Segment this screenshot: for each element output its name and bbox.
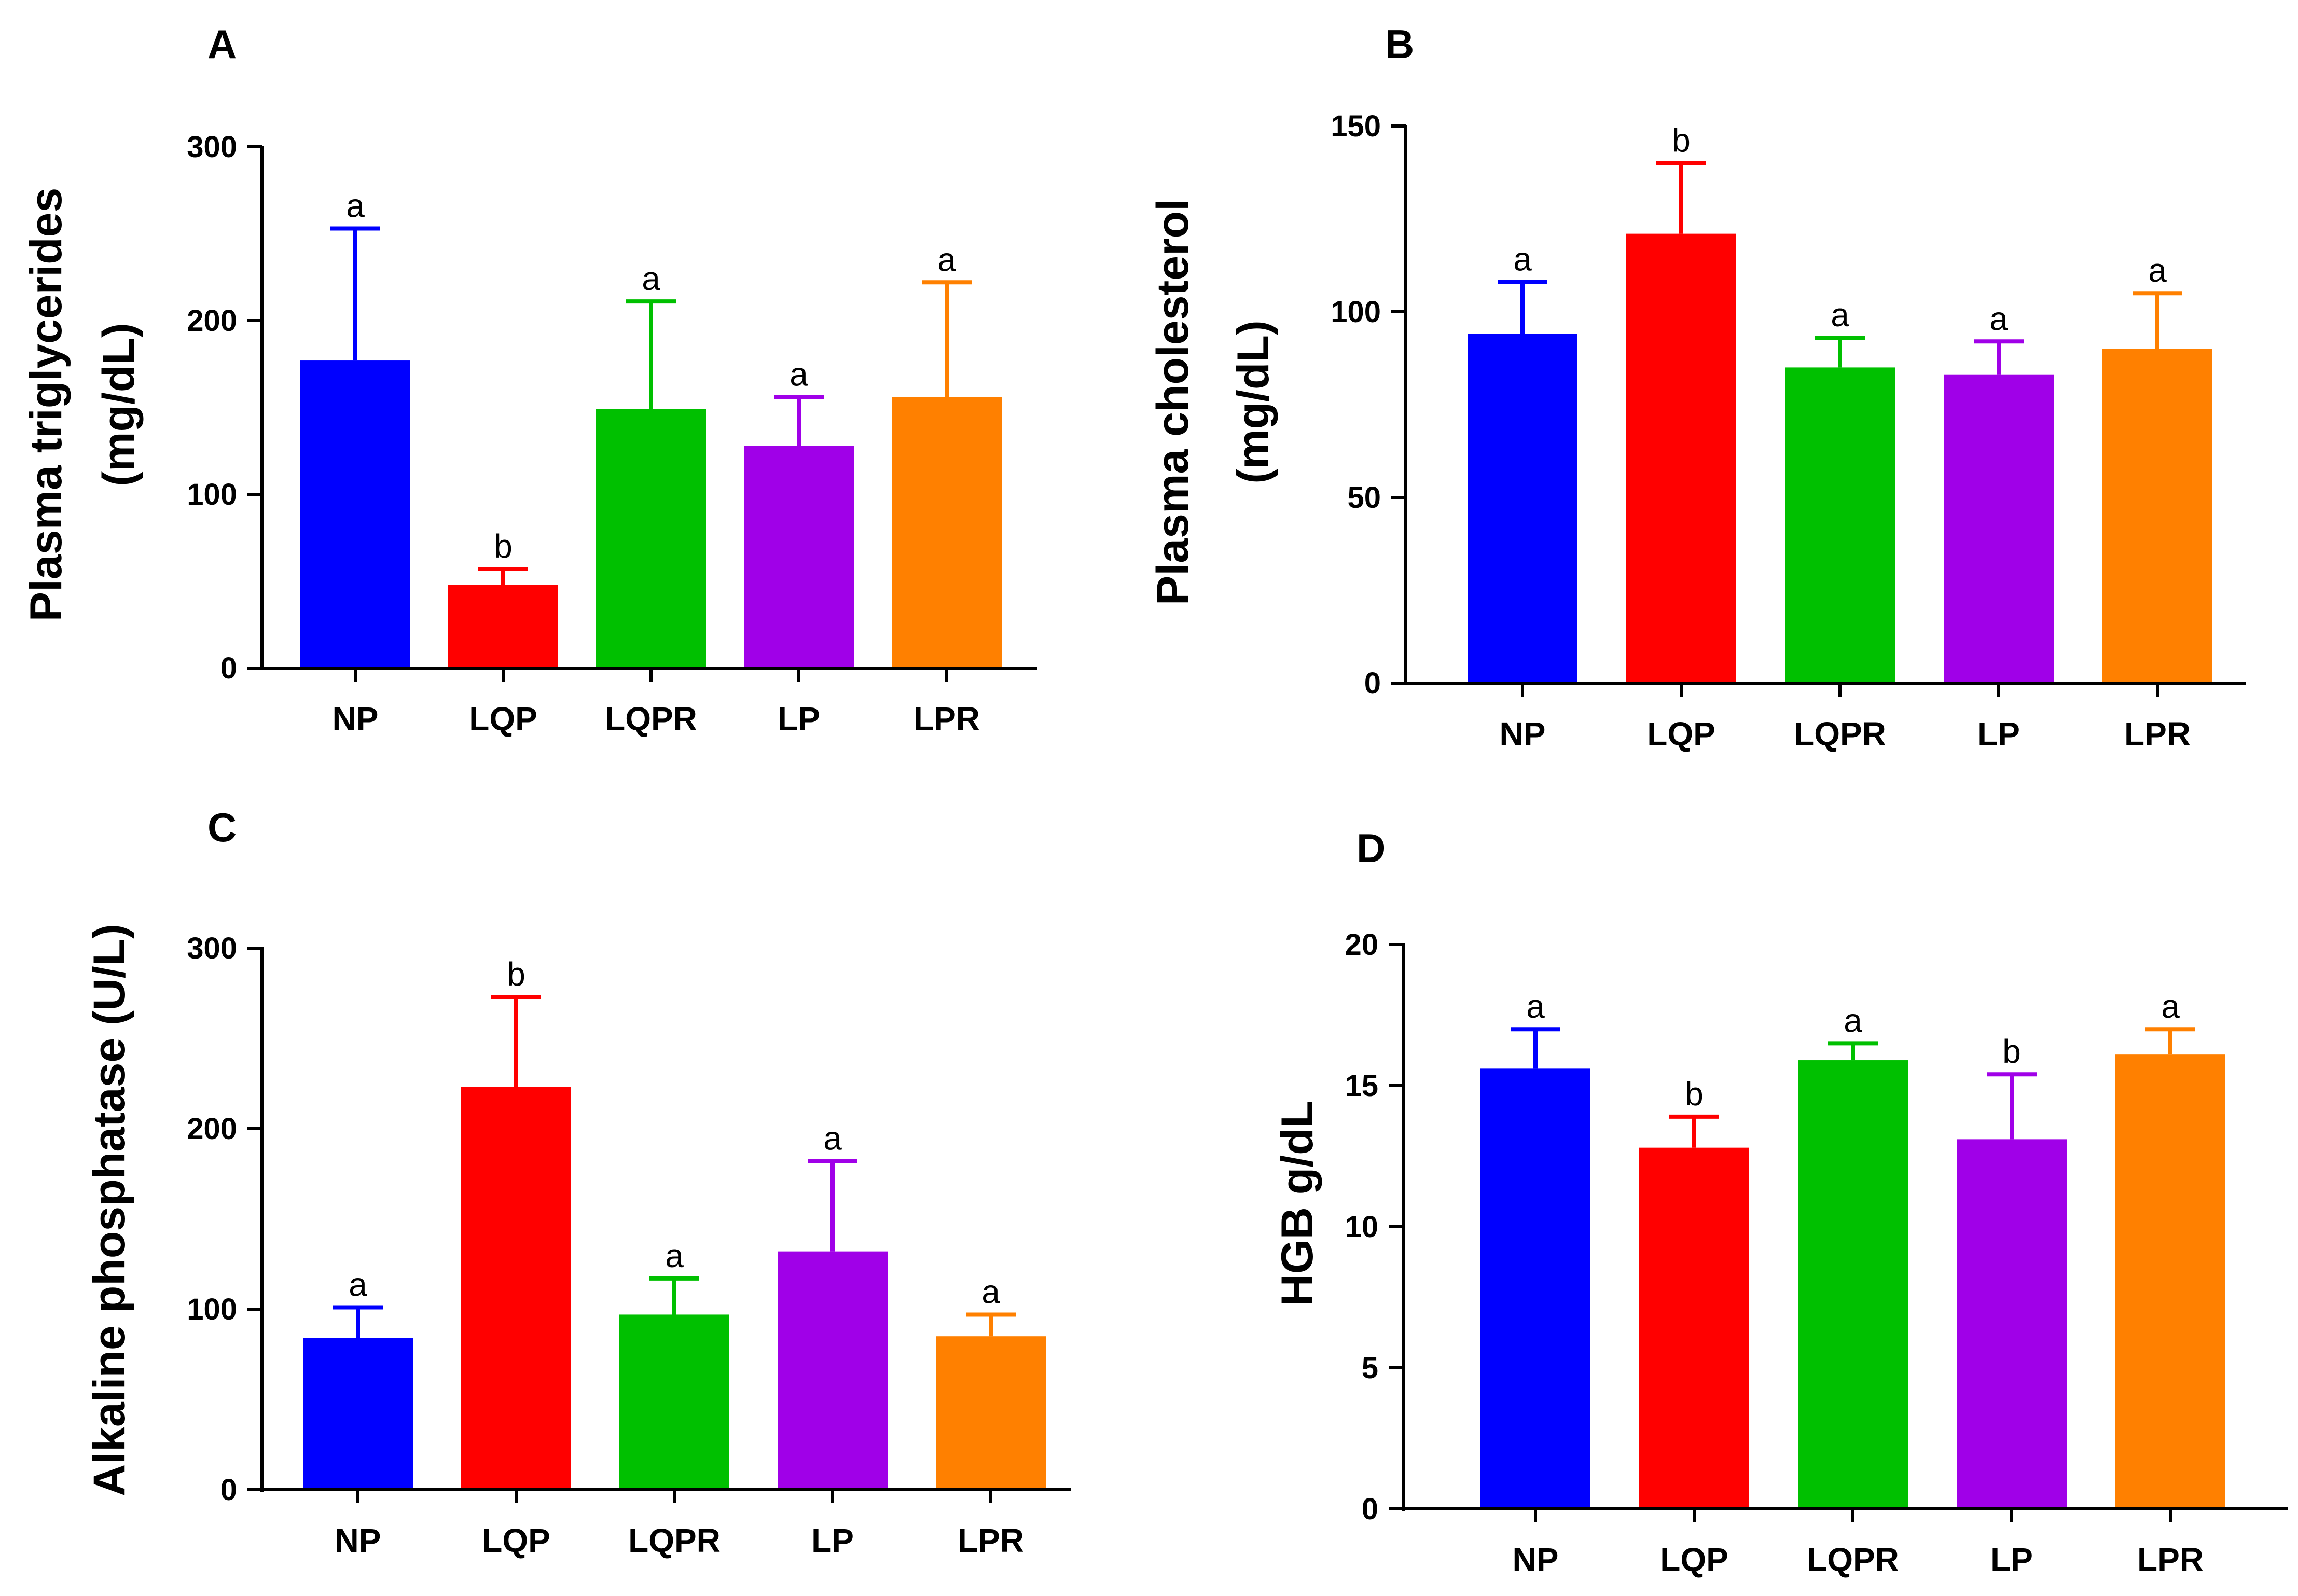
significance-label-a-lp: a <box>790 355 808 393</box>
bar-c-lpr <box>936 1336 1046 1490</box>
x-tick-label-c-np: NP <box>335 1522 381 1559</box>
y-axis-title-a-line1: Plasma triglycerides <box>21 188 71 622</box>
bar-c-lqp <box>461 1087 571 1490</box>
x-tick-label-a-lqpr: LQPR <box>605 700 697 738</box>
y-tick-label-c: 300 <box>187 932 237 965</box>
significance-label-a-lqp: b <box>494 528 513 565</box>
x-tick-label-c-lqpr: LQPR <box>628 1522 721 1559</box>
y-tick-label-a: 0 <box>220 651 237 685</box>
significance-label-a-lqpr: a <box>642 260 660 297</box>
y-tick-label-d: 20 <box>1345 928 1378 962</box>
bar-a-np <box>300 360 410 668</box>
x-tick-label-c-lp: LP <box>811 1522 854 1559</box>
x-tick-label-a-lp: LP <box>778 700 820 738</box>
significance-label-c-np: a <box>349 1266 367 1303</box>
bar-d-lp <box>1957 1139 2067 1509</box>
x-tick-label-b-lqpr: LQPR <box>1794 715 1886 753</box>
y-tick-label-c: 0 <box>220 1473 237 1507</box>
y-tick-label-b: 50 <box>1347 481 1381 515</box>
x-tick-label-d-lqpr: LQPR <box>1807 1541 1899 1578</box>
significance-label-d-lp: b <box>2002 1033 2021 1070</box>
significance-label-c-lqp: b <box>507 955 525 993</box>
panel-d: D HGB g/dL a NP b LQP a LQPR b LP a LPR 0 5 10 15 20 <box>1272 825 2288 1578</box>
panel-label-a: A <box>207 21 237 67</box>
significance-label-a-lpr: a <box>937 241 956 278</box>
plot-area-d: a NP b LQP a LQPR b LP a LPR 0 5 10 15 20 <box>1345 928 2288 1578</box>
significance-label-d-np: a <box>1526 988 1545 1025</box>
x-tick-label-a-lpr: LPR <box>913 700 980 738</box>
bar-d-np <box>1480 1068 1590 1509</box>
x-tick-label-c-lqp: LQP <box>482 1522 550 1559</box>
significance-label-c-lqpr: a <box>665 1237 684 1274</box>
significance-label-d-lpr: a <box>2161 988 2180 1025</box>
panel-b: B Plasma cholesterol (mg/dL) a NP b LQP a LQP… <box>1148 21 2246 753</box>
bar-a-lqp <box>448 585 558 668</box>
y-tick-label-b: 150 <box>1331 109 1381 143</box>
plot-area-b: a NP b LQP a LQPR a LP a LPR 0 50 100 150 <box>1331 109 2246 753</box>
panel-label-d: D <box>1356 825 1386 871</box>
x-tick-label-c-lpr: LPR <box>958 1522 1024 1559</box>
y-tick-label-c: 100 <box>187 1293 237 1326</box>
bar-b-lp <box>1944 374 2054 683</box>
x-tick-label-a-lqp: LQP <box>469 700 537 738</box>
bar-c-lp <box>778 1251 888 1490</box>
y-tick-label-b: 100 <box>1331 295 1381 329</box>
y-axis-title-a-line2: (mg/dL) <box>94 323 144 486</box>
significance-label-b-lqp: b <box>1672 122 1691 159</box>
bar-c-lqpr <box>619 1314 729 1490</box>
plot-area-c: a NP b LQP a LQPR a LP a LPR 0 100 200 300 <box>187 932 1071 1559</box>
panel-label-c: C <box>207 804 237 850</box>
bar-b-np <box>1468 334 1577 683</box>
panel-c: C Alkaline phosphatase (U/L) a NP b LQP a LQP… <box>85 804 1071 1559</box>
significance-label-b-np: a <box>1513 241 1532 278</box>
bar-a-lpr <box>892 397 1002 668</box>
significance-label-d-lqpr: a <box>1844 1002 1862 1039</box>
significance-label-c-lp: a <box>823 1120 842 1157</box>
y-tick-label-a: 200 <box>187 304 237 338</box>
significance-label-b-lpr: a <box>2148 252 2167 289</box>
x-tick-label-b-lqp: LQP <box>1647 715 1715 753</box>
x-tick-label-b-np: NP <box>1500 715 1546 753</box>
y-tick-label-d: 5 <box>1362 1351 1378 1385</box>
x-tick-label-a-np: NP <box>333 700 379 738</box>
y-tick-label-d: 0 <box>1362 1492 1378 1526</box>
bar-c-np <box>303 1338 413 1490</box>
bar-d-lpr <box>2115 1054 2225 1509</box>
significance-label-d-lqp: b <box>1685 1075 1704 1113</box>
y-tick-label-d: 15 <box>1345 1069 1378 1103</box>
bar-a-lqpr <box>596 409 706 668</box>
x-tick-label-b-lpr: LPR <box>2124 715 2191 753</box>
y-tick-label-a: 300 <box>187 130 237 164</box>
y-tick-label-c: 200 <box>187 1112 237 1146</box>
bar-a-lp <box>744 446 854 668</box>
x-tick-label-d-np: NP <box>1513 1541 1559 1578</box>
bar-b-lqp <box>1626 233 1736 683</box>
x-tick-label-b-lp: LP <box>1977 715 2020 753</box>
y-tick-label-b: 0 <box>1364 667 1381 700</box>
bar-b-lpr <box>2102 349 2212 683</box>
x-tick-label-d-lpr: LPR <box>2137 1541 2204 1578</box>
panel-label-b: B <box>1385 21 1414 67</box>
x-tick-label-d-lp: LP <box>1990 1541 2033 1578</box>
y-axis-title-b-line1: Plasma cholesterol <box>1148 199 1198 605</box>
significance-label-a-np: a <box>346 187 365 224</box>
y-axis-title-d: HGB g/dL <box>1272 1101 1322 1307</box>
y-axis-title-b-line2: (mg/dL) <box>1228 320 1278 483</box>
significance-label-b-lp: a <box>1989 300 2008 337</box>
bar-d-lqpr <box>1798 1060 1908 1509</box>
significance-label-b-lqpr: a <box>1831 296 1849 334</box>
plot-area-a: a NP b LQP a LQPR a LP a LPR 0 100 200 300 <box>187 130 1037 738</box>
y-tick-label-d: 10 <box>1345 1210 1378 1244</box>
panel-a: A Plasma triglycerides (mg/dL) a NP b LQP a L… <box>21 21 1037 738</box>
x-tick-label-d-lqp: LQP <box>1660 1541 1728 1578</box>
bar-d-lqp <box>1639 1147 1749 1509</box>
y-axis-title-c: Alkaline phosphatase (U/L) <box>85 924 134 1496</box>
bar-b-lqpr <box>1785 367 1895 683</box>
significance-label-c-lpr: a <box>981 1273 1000 1310</box>
y-tick-label-a: 100 <box>187 478 237 511</box>
